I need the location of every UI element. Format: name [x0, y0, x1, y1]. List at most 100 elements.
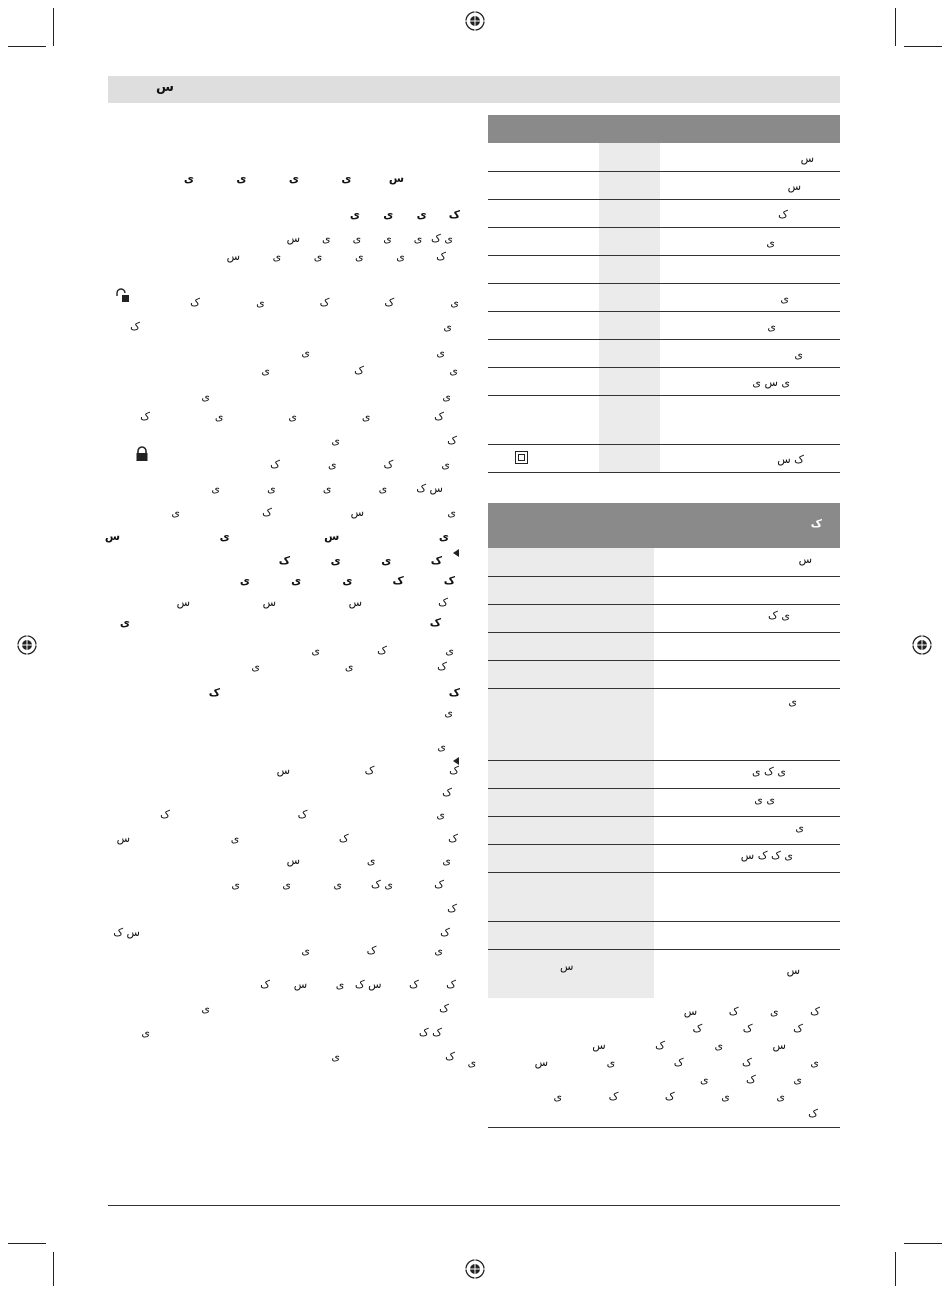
text-glyph: ی [344, 660, 354, 673]
row-label: ی [794, 348, 803, 361]
text-glyph: ی [211, 482, 220, 495]
text-glyph: ی [272, 250, 282, 263]
text-glyph: ک [354, 364, 364, 377]
text-glyph: ی [201, 390, 210, 403]
text-glyph: ک [190, 296, 200, 309]
text-glyph: ی [361, 410, 371, 423]
text-glyph: ی [236, 172, 247, 185]
text-glyph: ک [447, 902, 457, 915]
text-glyph: ی [396, 250, 405, 263]
table-row [488, 661, 840, 689]
table-row: س [488, 143, 840, 172]
text-glyph: ی [444, 706, 453, 719]
text-glyph: ک [364, 764, 375, 777]
table-header-bar [488, 115, 840, 143]
table-header-text: ک [810, 517, 822, 530]
table-row [488, 577, 840, 605]
text-glyph: س ک [113, 926, 140, 939]
table-row: ی [488, 689, 840, 761]
text-glyph: ی [214, 410, 224, 423]
table-row: ی [488, 340, 840, 368]
text-glyph: ی [434, 944, 443, 957]
text-glyph: ک [449, 764, 459, 777]
table-row: ی ک ی [488, 761, 840, 789]
arrow-left-icon [453, 549, 459, 557]
text-glyph: ی [251, 660, 260, 673]
text-glyph: ی [349, 208, 360, 221]
text-glyph: ی [267, 482, 276, 495]
text-glyph: س [176, 596, 190, 609]
text-glyph: ی [201, 1002, 210, 1015]
table-row: ی ی [488, 789, 840, 817]
text-glyph: ی [288, 410, 297, 423]
table-row: س [488, 172, 840, 200]
text-glyph: ی [301, 346, 310, 359]
table-row: ک س [488, 445, 840, 473]
footnote-line: ی ک ک ی س ی [467, 1056, 819, 1069]
text-glyph: ک [443, 574, 455, 587]
table-row: ک [488, 200, 840, 228]
row-label: س [800, 151, 814, 165]
row-label: س [786, 964, 800, 977]
text-glyph: ی [322, 482, 332, 495]
crop-mark-bottom-right-h [904, 1243, 942, 1244]
table-header-bar: ک [488, 503, 840, 548]
text-glyph: ی [436, 808, 445, 821]
text-glyph: س ک [416, 482, 443, 495]
table-row [488, 633, 840, 661]
text-glyph: س [286, 854, 300, 867]
row-label: س [787, 180, 801, 193]
text-glyph: ی [342, 574, 353, 587]
text-glyph: ی [321, 232, 331, 245]
text-glyph: ی [311, 644, 320, 657]
text-glyph: ک [408, 978, 419, 991]
text-glyph: ی [352, 232, 362, 245]
text-glyph: ی [442, 390, 451, 403]
text-glyph: ی [301, 944, 310, 957]
text-glyph: ک [384, 296, 395, 309]
text-glyph: ی [291, 574, 302, 587]
text-glyph: ک [439, 1002, 449, 1015]
text-glyph: س [116, 832, 130, 845]
table-row: س [488, 548, 840, 577]
text-glyph: ک [208, 686, 220, 699]
row-label: ی [795, 821, 804, 834]
text-glyph: ی [447, 506, 456, 519]
table-row [488, 922, 840, 950]
text-glyph: ی [331, 434, 340, 447]
text-glyph: ی [256, 296, 265, 309]
footer-rule [108, 1205, 840, 1206]
text-glyph: ک [437, 660, 447, 673]
table-shaded-column [488, 548, 654, 998]
text-glyph: ی [416, 208, 427, 221]
text-glyph: ی [335, 978, 345, 991]
text-glyph: س [104, 530, 120, 543]
crop-mark-bottom-left-h [8, 1243, 46, 1244]
technical-data-table: س س ک ی ی ی ی ی س ی ک س [488, 115, 840, 475]
text-glyph: ک [377, 644, 387, 657]
text-glyph: ی [219, 530, 230, 543]
page-header-label: س [156, 80, 174, 95]
text-glyph: ک [160, 808, 170, 821]
text-glyph: ک [338, 832, 349, 845]
text-glyph: ک [436, 250, 446, 263]
text-glyph: ک [366, 944, 377, 957]
lock-icon [136, 446, 148, 461]
table-row: ی [488, 312, 840, 340]
text-glyph: ک [438, 596, 448, 609]
table-row [488, 873, 840, 922]
